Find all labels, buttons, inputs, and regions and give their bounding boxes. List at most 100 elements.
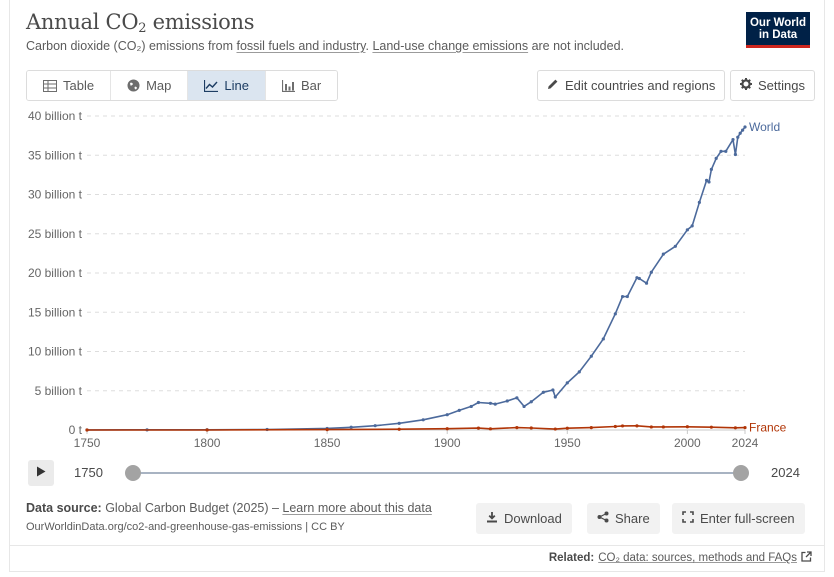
data-point-world (515, 396, 519, 400)
y-tick-label: 20 billion t (28, 266, 83, 280)
data-point-france (613, 424, 617, 429)
y-tick-label: 30 billion t (28, 188, 83, 202)
expand-icon (682, 511, 694, 526)
share-button[interactable]: Share (587, 503, 660, 534)
x-tick-label: 1750 (74, 436, 101, 450)
data-point-world (690, 224, 694, 228)
related-faq-link[interactable]: CO₂ data: sources, methods and FAQs (598, 552, 797, 564)
data-point-france (709, 425, 713, 429)
data-point-world (577, 370, 581, 374)
gear-icon (740, 78, 752, 93)
land-use-link[interactable]: Land-use change emissions (372, 39, 529, 53)
y-tick-label: 25 billion t (28, 227, 83, 241)
data-point-world (421, 418, 425, 422)
learn-more-link[interactable]: Learn more about this data (282, 501, 432, 515)
data-point-france (476, 426, 481, 430)
data-point-france (589, 426, 593, 430)
fullscreen-button[interactable]: Enter full-screen (672, 503, 805, 534)
y-tick-label: 15 billion t (28, 305, 83, 319)
data-point-france (325, 428, 329, 432)
data-point-world (493, 402, 497, 406)
data-point-world (349, 425, 353, 429)
data-point-world (397, 421, 401, 425)
x-tick-label: 2024 (732, 436, 759, 450)
data-point-world (736, 135, 740, 139)
data-point-world (625, 294, 629, 299)
data-point-france (620, 424, 625, 428)
data-point-world (589, 354, 593, 358)
data-source: Data source: Global Carbon Budget (2025)… (26, 501, 432, 515)
data-point-world (522, 404, 526, 409)
data-point-france (661, 425, 665, 429)
source-url: OurWorldinData.org/co2-and-greenhouse-ga… (26, 521, 345, 533)
data-point-france (635, 424, 639, 428)
data-point-france (733, 426, 737, 430)
y-tick-label: 10 billion t (28, 345, 83, 359)
data-point-world (704, 178, 709, 182)
y-tick-label: 40 billion t (28, 109, 83, 123)
data-point-world (373, 424, 377, 428)
data-point-world (445, 413, 449, 417)
play-button[interactable] (28, 460, 54, 486)
data-point-world (553, 395, 557, 399)
x-tick-label: 1800 (194, 436, 221, 450)
tab-map[interactable]: Map (111, 71, 189, 100)
pencil-icon (547, 78, 559, 93)
y-tick-label: 35 billion t (28, 148, 83, 162)
data-point-france (529, 426, 533, 430)
data-point-world (529, 400, 533, 404)
data-point-world (724, 149, 728, 153)
data-point-world (685, 228, 689, 232)
data-point-france (397, 427, 401, 431)
data-point-france (649, 425, 653, 429)
data-point-world (731, 137, 735, 142)
data-point-world (541, 390, 545, 394)
data-point-world (635, 276, 639, 280)
y-tick-label: 0 t (69, 423, 83, 437)
x-tick-label: 1850 (314, 436, 341, 450)
owid-logo[interactable]: Our World in Data (746, 12, 810, 48)
x-tick-label: 2000 (674, 436, 701, 450)
external-link-icon (801, 551, 812, 565)
line-chart-icon (204, 79, 219, 92)
footer-divider (9, 545, 825, 546)
data-point-world (733, 152, 737, 157)
timeline-track[interactable] (133, 472, 741, 474)
timeline-start-label: 1750 (74, 465, 103, 480)
data-point-world (707, 180, 711, 184)
series-line-france (87, 425, 746, 431)
download-icon (486, 511, 498, 526)
fossil-fuels-link[interactable]: fossil fuels and industry (236, 39, 366, 53)
settings-button[interactable]: Settings (730, 70, 815, 101)
timeline-end-handle[interactable] (733, 465, 749, 481)
data-point-world (743, 125, 747, 129)
data-point-france (445, 427, 449, 431)
globe-icon (127, 79, 140, 92)
download-button[interactable]: Download (476, 503, 572, 534)
legend-label-france: France (749, 421, 787, 435)
timeline-start-handle[interactable] (125, 465, 141, 481)
data-point-france (743, 426, 747, 430)
x-tick-label: 1900 (434, 436, 461, 450)
timeline-end-label: 2024 (771, 465, 800, 480)
legend-label-world: World (749, 120, 780, 134)
tab-table[interactable]: Table (27, 71, 112, 100)
data-point-world (637, 276, 641, 281)
data-point-world (644, 281, 649, 285)
data-point-france (553, 427, 557, 431)
data-point-france (685, 425, 689, 429)
tab-line[interactable]: Line (188, 71, 266, 100)
bar-chart-icon (281, 79, 295, 92)
x-tick-label: 1950 (554, 436, 581, 450)
data-point-world (649, 270, 653, 274)
data-point-world (457, 408, 461, 412)
data-point-world (565, 381, 569, 385)
data-point-world (673, 244, 677, 248)
edit-countries-button[interactable]: Edit countries and regions (537, 70, 726, 101)
line-chart: 0 t 5 billion t 10 billion t 15 billion t 20… (28, 109, 787, 450)
tab-bar[interactable]: Bar (265, 71, 338, 100)
chart-frame (9, 0, 825, 572)
play-icon (36, 464, 46, 482)
y-tick-label: 5 billion t (35, 384, 83, 398)
data-point-world (738, 131, 742, 135)
